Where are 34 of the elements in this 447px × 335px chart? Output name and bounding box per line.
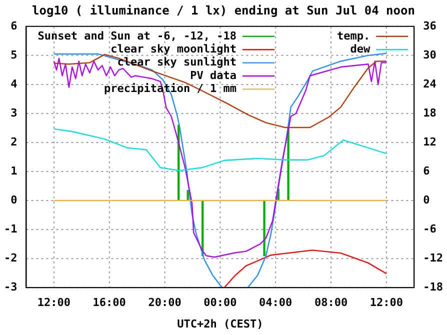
y-tick-label: 2	[10, 135, 18, 148]
legend-label: PV data	[190, 68, 236, 82]
y-tick-label: 4	[10, 77, 18, 90]
y-tick-label: -2	[4, 251, 18, 264]
y2-tick-label: 18	[423, 106, 436, 120]
y-tick-label: -1	[4, 222, 18, 236]
x-tick-label: 08:00	[314, 296, 348, 310]
y-tick-label: 1	[10, 164, 18, 178]
y-tick-label: -3	[4, 280, 18, 294]
x-tick-label: 12:00	[370, 296, 403, 310]
y-tick-label: 5	[10, 48, 18, 62]
y-tick-label: 6	[10, 19, 18, 32]
y2-tick-label: -18	[423, 280, 444, 294]
x-tick-label: 20:00	[148, 296, 182, 310]
legend-label: clear sky moonlight	[110, 42, 236, 56]
x-tick-label: 00:00	[204, 296, 237, 310]
x-tick-label: 16:00	[92, 296, 126, 310]
x-tick-label: 04:00	[259, 296, 292, 310]
legend-label: Sunset and Sun at -6, -12, -18	[38, 29, 236, 42]
x-tick-label: 12:00	[37, 296, 71, 310]
legend-label: temp.	[337, 29, 370, 42]
y2-tick-label: -6	[423, 222, 437, 236]
legend-label: dew	[350, 42, 370, 56]
y2-tick-label: 12	[423, 135, 436, 148]
chart-title: log10 ( illuminance / 1 lx) ending at Sun Jul 04 noon	[32, 3, 415, 18]
y2-tick-label: 0	[423, 193, 430, 206]
x-axis-title: UTC+2h (CEST)	[177, 317, 264, 330]
y-tick-label: 3	[10, 106, 18, 120]
y2-tick-label: 30	[423, 48, 436, 62]
y2-tick-label: 24	[423, 77, 437, 90]
y2-tick-label: -12	[423, 251, 444, 264]
y2-tick-label: 6	[423, 164, 430, 178]
y2-tick-label: 36	[423, 19, 437, 32]
y-tick-label: 0	[10, 193, 18, 206]
